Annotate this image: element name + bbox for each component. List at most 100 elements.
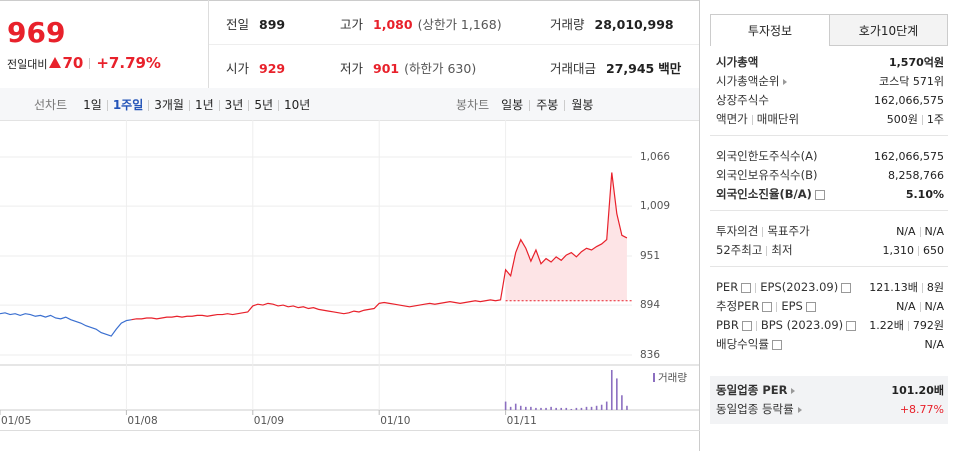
y-tick-label: 836 xyxy=(640,349,660,361)
quote-label: 전일 xyxy=(226,17,250,32)
info-row: 시가총액순위 코스닥 571위 xyxy=(716,72,944,91)
info-label-text: 투자의견 xyxy=(716,224,759,238)
info-label-text: 시가총액순위 xyxy=(716,74,780,88)
period-tab[interactable]: 1년 xyxy=(194,98,214,112)
info-value-text: 1,570억원 xyxy=(888,56,944,69)
info-value: 500원 1주 xyxy=(887,110,944,129)
info-label-text: 추정PER xyxy=(716,299,760,313)
info-value-text: N/A xyxy=(896,225,916,238)
info-label: 추정PER EPS xyxy=(716,299,816,313)
info-value: +8.77% xyxy=(900,400,944,419)
info-label-text: 배당수익률 xyxy=(716,337,769,351)
separator xyxy=(762,226,764,237)
info-value-text: N/A xyxy=(924,225,944,238)
separator xyxy=(755,282,757,293)
info-label-text: 52주최고 xyxy=(716,243,763,257)
info-label: 외국인한도주식수(A) xyxy=(716,149,817,163)
volume-bar xyxy=(504,401,507,410)
separator xyxy=(529,100,531,111)
info-value: 1,310 650 xyxy=(883,241,945,260)
info-value: 121.13배 8원 xyxy=(869,278,944,297)
help-icon[interactable] xyxy=(762,301,773,312)
divider xyxy=(208,0,209,88)
period-tab[interactable]: 1주일 xyxy=(112,98,144,112)
quote-unit: 백만 xyxy=(658,61,682,76)
quote-item: 거래대금 27,945 백만 xyxy=(550,58,681,77)
volume-bar xyxy=(575,407,578,410)
candle-tab[interactable]: 월봉 xyxy=(571,98,594,112)
period-tab[interactable]: 1일 xyxy=(83,98,102,112)
period-tab[interactable]: 5년 xyxy=(254,98,274,112)
separator xyxy=(907,321,909,331)
help-icon[interactable] xyxy=(846,320,857,331)
info-label: 동일업종 PER xyxy=(716,383,796,397)
info-label: PER EPS(2023.09) xyxy=(716,280,852,294)
info-value-text: N/A xyxy=(924,338,944,351)
info-row: 추정PER EPS N/A N/A xyxy=(716,297,944,316)
volume-bar xyxy=(560,407,563,410)
tab[interactable]: 투자정보 xyxy=(710,14,830,46)
info-value-text: 101.20배 xyxy=(891,384,944,397)
separator xyxy=(218,100,220,111)
help-icon[interactable] xyxy=(771,339,782,350)
volume-bar xyxy=(621,395,623,410)
arrow-icon xyxy=(791,387,796,394)
info-value-text: N/A xyxy=(924,300,944,313)
volume-bar xyxy=(570,408,573,410)
info-label: 시가총액순위 xyxy=(716,74,788,88)
info-row: 동일업종 PER 101.20배 xyxy=(716,381,944,400)
info-row: 외국인한도주식수(A) 162,066,575 xyxy=(716,147,944,166)
period-tab[interactable]: 3년 xyxy=(224,98,244,112)
info-value-text: 1주 xyxy=(926,113,944,126)
up-icon xyxy=(49,57,62,68)
quote-value: 27,945 xyxy=(606,61,655,76)
info-value-text: 코스닥 571위 xyxy=(879,75,944,88)
info-label: 52주최고 최저 xyxy=(716,243,793,257)
separator xyxy=(776,301,778,312)
help-icon[interactable] xyxy=(741,320,752,331)
divider xyxy=(710,210,948,211)
info-value-text: 650 xyxy=(923,244,944,257)
quote-item: 시가 929 xyxy=(226,58,285,77)
volume-bar xyxy=(585,406,588,410)
info-row: 액면가 매매단위 500원 1주 xyxy=(716,110,944,129)
candle-tab[interactable]: 주봉 xyxy=(536,98,559,112)
volume-bar xyxy=(509,406,512,410)
volume-bar xyxy=(565,407,568,410)
divider xyxy=(209,44,700,45)
info-value: N/A N/A xyxy=(896,297,944,316)
info-label: 외국인소진율(B/A) xyxy=(716,187,825,201)
separator xyxy=(148,100,150,111)
info-label: 동일업종 등락률 xyxy=(716,402,802,416)
info-label-text: 상장주식수 xyxy=(716,93,769,107)
candle-tab[interactable]: 일봉 xyxy=(501,98,524,112)
help-icon[interactable] xyxy=(741,282,752,293)
help-icon[interactable] xyxy=(805,301,816,312)
volume-legend-icon xyxy=(653,373,655,382)
info-value: N/A xyxy=(925,335,944,354)
info-value: 8,258,766 xyxy=(888,166,944,185)
info-value-text: 500원 xyxy=(886,113,918,126)
period-tab[interactable]: 3개월 xyxy=(154,98,184,112)
tab[interactable]: 호가10단계 xyxy=(829,14,948,46)
quote-label: 고가 xyxy=(340,17,364,32)
help-icon[interactable] xyxy=(814,189,825,200)
info-row: 외국인소진율(B/A) 5.10% xyxy=(716,185,944,204)
separator xyxy=(921,283,923,293)
divider xyxy=(0,430,700,431)
info-row: 52주최고 최저 1,310 650 xyxy=(716,241,944,260)
info-value-text: 792원 xyxy=(912,319,944,332)
separator xyxy=(755,320,757,331)
separator xyxy=(248,100,250,111)
info-label-text: EPS xyxy=(781,299,803,313)
info-label: 액면가 매매단위 xyxy=(716,112,799,126)
quote-value: 28,010,998 xyxy=(594,17,674,32)
info-value: N/A N/A xyxy=(896,222,944,241)
info-label-text: 최저 xyxy=(771,243,793,257)
help-icon[interactable] xyxy=(841,282,852,293)
divider xyxy=(710,135,948,136)
info-label-text: PBR xyxy=(716,318,739,332)
x-tick-label: 01/11 xyxy=(507,415,537,427)
period-tab[interactable]: 10년 xyxy=(284,98,311,112)
